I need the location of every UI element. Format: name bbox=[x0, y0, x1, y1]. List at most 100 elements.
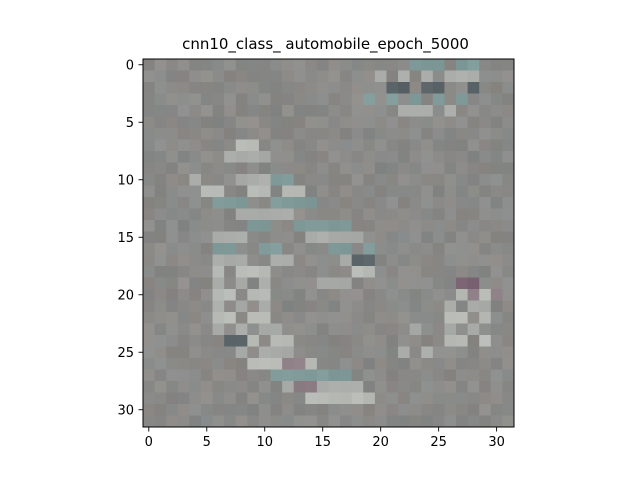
x-axis: 0 5 10 15 20 25 30 bbox=[145, 427, 505, 450]
heatmap-cell bbox=[421, 231, 434, 244]
heatmap-cell bbox=[166, 289, 179, 301]
heatmap-cell bbox=[351, 162, 364, 175]
heatmap-cell bbox=[363, 174, 376, 186]
heatmap-cell bbox=[235, 116, 248, 129]
heatmap-cell bbox=[340, 185, 353, 198]
heatmap-cell bbox=[444, 128, 457, 140]
heatmap-cell bbox=[166, 116, 179, 129]
heatmap-cell bbox=[305, 392, 318, 405]
heatmap-cell bbox=[235, 162, 248, 175]
heatmap-cell bbox=[363, 266, 376, 278]
heatmap-cell bbox=[351, 174, 364, 186]
heatmap-cell bbox=[421, 243, 434, 255]
heatmap-cell bbox=[432, 300, 445, 313]
heatmap-cell bbox=[224, 300, 237, 313]
heatmap-cell bbox=[282, 243, 295, 255]
heatmap-cell bbox=[212, 82, 225, 94]
heatmap-cell bbox=[177, 335, 190, 347]
heatmap-cell bbox=[258, 93, 271, 106]
heatmap-cell bbox=[258, 231, 271, 244]
heatmap-cell bbox=[247, 105, 260, 117]
heatmap-cell bbox=[258, 70, 271, 83]
heatmap-cell bbox=[247, 70, 260, 83]
heatmap-cell bbox=[293, 300, 306, 313]
heatmap-cell bbox=[374, 162, 387, 175]
heatmap-cell bbox=[189, 277, 202, 290]
heatmap-cell bbox=[235, 70, 248, 83]
heatmap-cell bbox=[224, 335, 237, 347]
heatmap-cell bbox=[351, 266, 364, 278]
heatmap-cell bbox=[154, 312, 167, 324]
heatmap-cell bbox=[282, 128, 295, 140]
heatmap-cell bbox=[247, 346, 260, 359]
heatmap-cell bbox=[409, 266, 422, 278]
heatmap-cell bbox=[456, 300, 469, 313]
heatmap-cell bbox=[502, 220, 515, 232]
heatmap-cell bbox=[316, 82, 329, 94]
heatmap-cell bbox=[154, 392, 167, 405]
heatmap-cell bbox=[479, 162, 492, 175]
heatmap-cell bbox=[340, 105, 353, 117]
heatmap-cell bbox=[490, 392, 503, 405]
heatmap-cell bbox=[386, 59, 399, 71]
heatmap-cell bbox=[374, 128, 387, 140]
heatmap-cell bbox=[444, 381, 457, 393]
heatmap-cell bbox=[177, 185, 190, 198]
heatmap-cell bbox=[177, 300, 190, 313]
heatmap-cell bbox=[258, 59, 271, 71]
heatmap-cell bbox=[258, 381, 271, 393]
heatmap-cell bbox=[270, 254, 283, 267]
heatmap-cell bbox=[154, 358, 167, 370]
heatmap-cell bbox=[467, 335, 480, 347]
heatmap-cell bbox=[224, 358, 237, 370]
heatmap-cell bbox=[143, 82, 155, 94]
heatmap-cell bbox=[363, 162, 376, 175]
heatmap-cell bbox=[247, 128, 260, 140]
heatmap-cell bbox=[143, 415, 155, 428]
heatmap-cell bbox=[374, 231, 387, 244]
heatmap-cell bbox=[456, 346, 469, 359]
heatmap-cell bbox=[224, 185, 237, 198]
heatmap-cell bbox=[444, 300, 457, 313]
heatmap-cell bbox=[340, 220, 353, 232]
heatmap-cell bbox=[282, 116, 295, 129]
heatmap-cell bbox=[398, 346, 411, 359]
heatmap-cell bbox=[189, 415, 202, 428]
heatmap-cell bbox=[247, 162, 260, 175]
heatmap-cell bbox=[258, 300, 271, 313]
heatmap-cell bbox=[456, 392, 469, 405]
heatmap-cell bbox=[200, 116, 213, 129]
y-tick-label: 30 bbox=[117, 403, 134, 418]
heatmap-cell bbox=[235, 128, 248, 140]
heatmap-cell bbox=[467, 312, 480, 324]
heatmap-cell bbox=[305, 323, 318, 336]
heatmap-cell bbox=[432, 346, 445, 359]
heatmap-cell bbox=[374, 70, 387, 83]
heatmap-cell bbox=[177, 415, 190, 428]
heatmap-cell bbox=[421, 358, 434, 370]
heatmap-cell bbox=[386, 381, 399, 393]
heatmap-cell bbox=[270, 312, 283, 324]
heatmap-cell bbox=[444, 266, 457, 278]
heatmap-cell bbox=[166, 254, 179, 267]
heatmap-cell bbox=[305, 358, 318, 370]
heatmap-cell bbox=[212, 151, 225, 163]
heatmap-cell bbox=[398, 415, 411, 428]
heatmap-cell bbox=[502, 266, 515, 278]
heatmap-cell bbox=[328, 197, 341, 209]
heatmap-cell bbox=[456, 93, 469, 106]
heatmap-cell bbox=[490, 128, 503, 140]
heatmap-cell bbox=[386, 358, 399, 370]
heatmap-cell bbox=[282, 70, 295, 83]
heatmap-cell bbox=[270, 93, 283, 106]
heatmap-cell bbox=[247, 323, 260, 336]
heatmap-cell bbox=[200, 59, 213, 71]
heatmap-cell bbox=[270, 369, 283, 382]
heatmap-cell bbox=[374, 243, 387, 255]
heatmap-cell bbox=[456, 128, 469, 140]
heatmap-cell bbox=[282, 369, 295, 382]
heatmap-cell bbox=[143, 174, 155, 186]
heatmap-cell bbox=[212, 128, 225, 140]
heatmap-cell bbox=[421, 346, 434, 359]
heatmap-cell bbox=[444, 243, 457, 255]
